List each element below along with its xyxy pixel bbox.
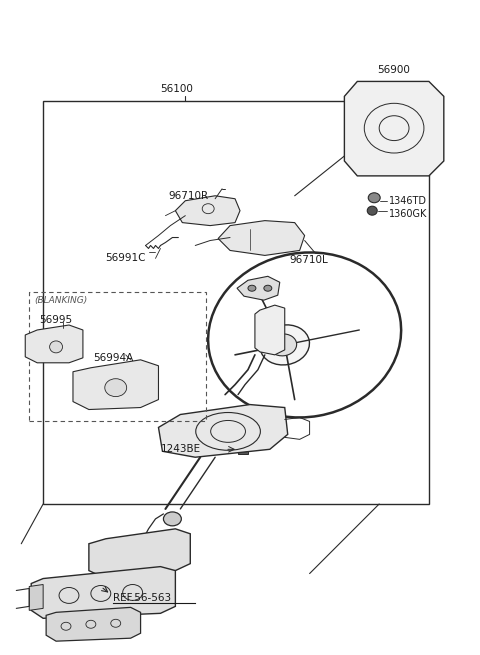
Ellipse shape bbox=[367, 206, 377, 215]
Polygon shape bbox=[25, 325, 83, 363]
Polygon shape bbox=[175, 196, 240, 225]
Polygon shape bbox=[237, 276, 280, 300]
Text: 56100: 56100 bbox=[160, 84, 193, 94]
Ellipse shape bbox=[248, 285, 256, 291]
Text: 56995: 56995 bbox=[39, 315, 72, 325]
Text: REF.56-563: REF.56-563 bbox=[113, 593, 171, 603]
Text: 1360GK: 1360GK bbox=[389, 209, 428, 219]
Polygon shape bbox=[218, 221, 305, 255]
Bar bbox=[43, 102, 429, 504]
Polygon shape bbox=[158, 405, 288, 457]
Ellipse shape bbox=[264, 285, 272, 291]
Text: 1346TD: 1346TD bbox=[389, 196, 427, 206]
Polygon shape bbox=[31, 567, 175, 618]
Bar bbox=[238, 444, 248, 455]
Polygon shape bbox=[73, 360, 158, 409]
Bar bbox=[29, 292, 206, 421]
Polygon shape bbox=[46, 607, 141, 641]
Text: 56900: 56900 bbox=[377, 64, 410, 75]
Polygon shape bbox=[29, 584, 43, 610]
Ellipse shape bbox=[164, 512, 181, 526]
Polygon shape bbox=[344, 81, 444, 176]
Text: 96710R: 96710R bbox=[168, 191, 208, 201]
Ellipse shape bbox=[260, 325, 310, 365]
Text: 56994A: 56994A bbox=[93, 353, 133, 363]
Ellipse shape bbox=[49, 341, 62, 353]
Polygon shape bbox=[89, 529, 190, 578]
Ellipse shape bbox=[269, 334, 297, 356]
Text: 56991C: 56991C bbox=[105, 253, 145, 263]
Ellipse shape bbox=[105, 379, 127, 396]
Ellipse shape bbox=[368, 193, 380, 203]
Text: 1243BE: 1243BE bbox=[160, 444, 201, 455]
Text: (BLANKING): (BLANKING) bbox=[34, 295, 87, 305]
Polygon shape bbox=[255, 305, 285, 355]
Text: 96710L: 96710L bbox=[290, 255, 328, 265]
